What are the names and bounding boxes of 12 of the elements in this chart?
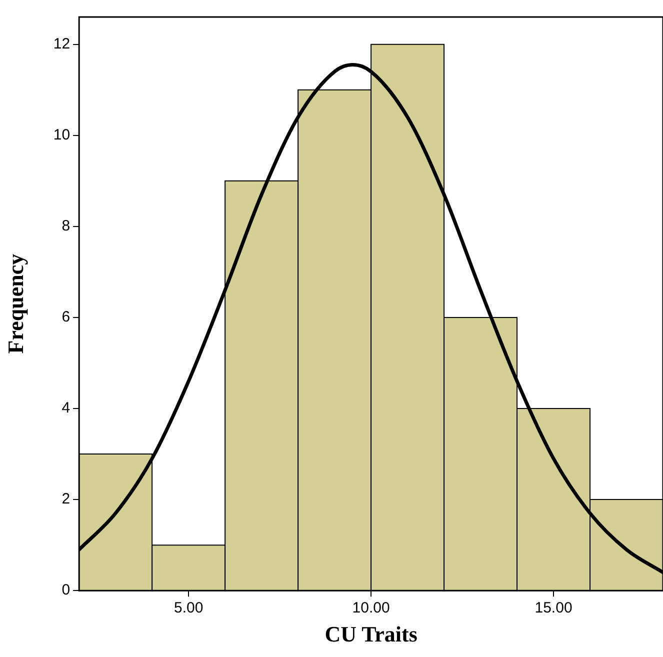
y-tick-label: 12 [53, 35, 70, 52]
y-tick-label: 8 [62, 218, 70, 235]
y-tick-label: 10 [53, 126, 70, 144]
y-axis-title: Frequency [2, 254, 28, 354]
x-tick-label: 15.00 [534, 600, 572, 617]
x-tick-label: 10.00 [352, 600, 390, 617]
y-tick-label: 4 [62, 400, 70, 417]
y-tick-label: 6 [62, 308, 70, 326]
y-tick-label: 0 [62, 582, 70, 599]
x-tick-label: 5.00 [174, 600, 204, 617]
y-tick-label: 2 [62, 490, 70, 508]
x-axis-title: CU Traits [324, 621, 418, 646]
